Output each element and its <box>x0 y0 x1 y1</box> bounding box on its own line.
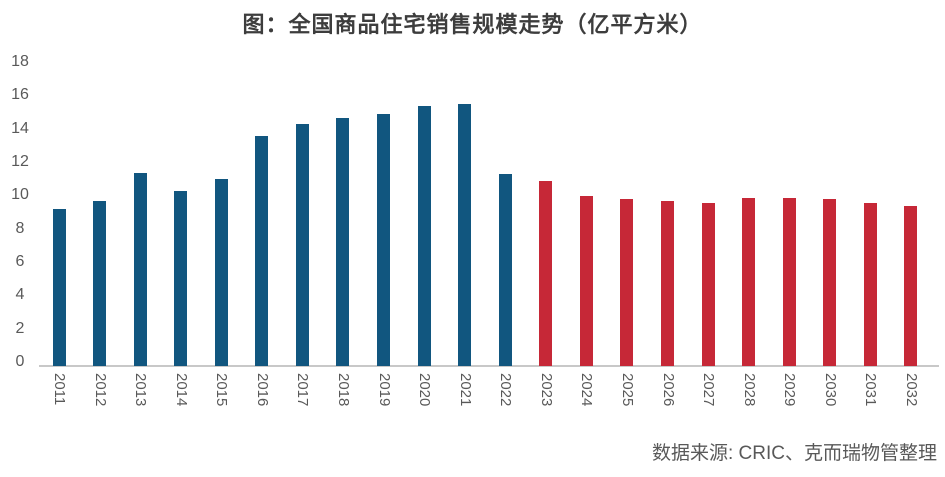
bar-2026 <box>661 201 675 366</box>
x-axis-label-2020: 2020 <box>416 373 434 407</box>
bar-2017 <box>295 124 309 366</box>
bar-2027 <box>701 202 715 366</box>
bar-2020 <box>417 106 431 366</box>
y-axis-tick-label: 2 <box>15 319 25 337</box>
x-axis-label-2026: 2026 <box>659 373 677 407</box>
x-axis-label-2025: 2025 <box>618 373 636 407</box>
x-axis-label-2012: 2012 <box>91 373 109 407</box>
bar-2018 <box>336 117 350 366</box>
x-axis-label-2016: 2016 <box>253 373 271 407</box>
bar-2024 <box>579 196 593 366</box>
bar-2013 <box>133 172 147 366</box>
x-axis-label-2021: 2021 <box>456 373 474 407</box>
x-axis-label-2030: 2030 <box>821 373 839 407</box>
x-axis-label-2024: 2024 <box>578 373 596 407</box>
y-axis-tick-label: 10 <box>11 186 29 204</box>
x-axis-label-2022: 2022 <box>497 373 515 407</box>
x-axis-label-2027: 2027 <box>700 373 718 407</box>
bar-2022 <box>498 174 512 366</box>
bar-2021 <box>458 104 472 366</box>
x-axis-label-2029: 2029 <box>781 373 799 407</box>
bar-2030 <box>823 199 837 366</box>
x-axis-label-2014: 2014 <box>172 373 190 407</box>
x-axis-label-2015: 2015 <box>213 373 231 407</box>
y-axis-tick-label: 6 <box>15 253 25 270</box>
bar-2029 <box>782 197 796 366</box>
bar-2016 <box>255 136 269 366</box>
x-axis-label-2023: 2023 <box>537 373 555 407</box>
bar-2015 <box>214 179 228 366</box>
x-axis-label-2011: 2011 <box>51 373 68 406</box>
bar-2011 <box>52 209 66 366</box>
y-axis-tick-label: 18 <box>11 53 29 70</box>
x-axis-label-2031: 2031 <box>862 373 880 407</box>
x-axis-label-2019: 2019 <box>375 373 393 407</box>
y-axis-tick-label: 0 <box>15 353 25 370</box>
bar-2028 <box>742 197 756 366</box>
bar-2031 <box>863 202 877 366</box>
y-axis-tick-label: 14 <box>11 119 29 137</box>
bar-2014 <box>174 191 188 366</box>
bar-2019 <box>377 114 391 366</box>
y-axis-tick-label: 12 <box>11 153 29 170</box>
x-axis-label-2017: 2017 <box>294 373 312 407</box>
y-axis-tick-label: 4 <box>15 286 25 304</box>
y-axis-tick-label: 16 <box>11 86 29 104</box>
data-source-note: 数据来源: CRIC、克而瑞物管整理 <box>651 443 937 464</box>
bar-2032 <box>904 206 918 366</box>
x-axis-label-2013: 2013 <box>132 373 150 407</box>
bar-2025 <box>620 199 634 366</box>
y-axis-tick-label: 8 <box>15 219 25 237</box>
x-axis-label-2032: 2032 <box>902 373 920 407</box>
bar-2012 <box>93 201 107 366</box>
x-axis-label-2018: 2018 <box>334 373 352 407</box>
bar-2023 <box>539 181 553 366</box>
bar-chart-plot-area: 0 2 4 6 8 10 12 14 16 18 2011 2012 2013 2014 2015 2016 2… <box>11 53 939 407</box>
chart-title: 图：全国商品住宅销售规模走势（亿平方米） <box>242 12 703 37</box>
x-axis-line <box>39 365 939 367</box>
x-axis-label-2028: 2028 <box>740 373 758 407</box>
